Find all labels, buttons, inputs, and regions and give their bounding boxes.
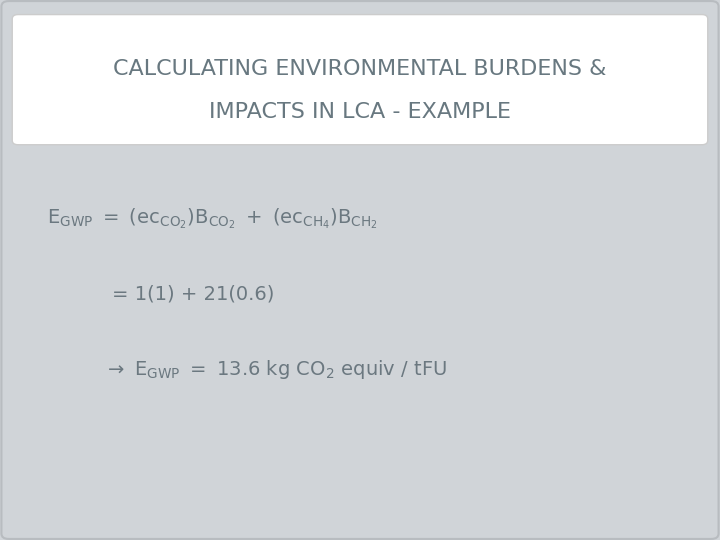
FancyBboxPatch shape	[12, 15, 708, 145]
Text: $\mathregular{E_{GWP}}$$\mathregular{\ =\ (ec_{CO_2})B_{CO_2}\ +\ (ec_{CH_4})B_{: $\mathregular{E_{GWP}}$$\mathregular{\ =…	[47, 206, 377, 231]
Text: $\mathregular{\rightarrow\ E_{GWP}\ =\ 13.6\ kg\ CO_2\ equiv\ /\ tFU}$: $\mathregular{\rightarrow\ E_{GWP}\ =\ 1…	[104, 359, 448, 381]
Text: IMPACTS IN LCA - EXAMPLE: IMPACTS IN LCA - EXAMPLE	[209, 102, 511, 122]
Text: = 1(1) + 21(0.6): = 1(1) + 21(0.6)	[112, 285, 274, 304]
Text: CALCULATING ENVIRONMENTAL BURDENS &: CALCULATING ENVIRONMENTAL BURDENS &	[113, 58, 607, 79]
